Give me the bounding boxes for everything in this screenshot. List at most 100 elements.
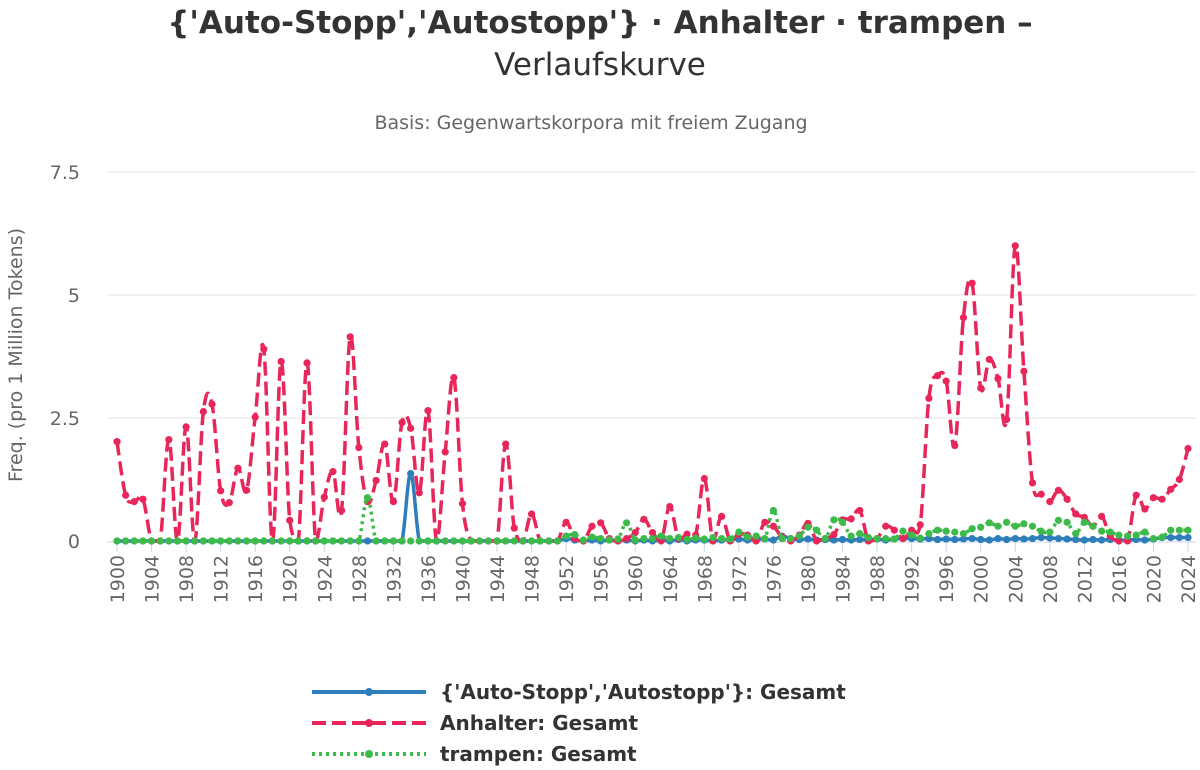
data-point[interactable]	[432, 537, 441, 545]
data-point[interactable]	[683, 530, 691, 538]
data-point[interactable]	[407, 470, 415, 478]
data-point[interactable]	[951, 441, 959, 450]
data-point[interactable]	[899, 534, 907, 543]
data-point[interactable]	[260, 345, 268, 353]
data-point[interactable]	[1011, 522, 1019, 530]
data-point[interactable]	[942, 527, 950, 535]
data-point[interactable]	[1072, 530, 1080, 538]
data-point[interactable]	[182, 537, 190, 545]
data-point[interactable]	[553, 537, 562, 545]
data-point[interactable]	[407, 424, 415, 432]
data-point[interactable]	[1020, 367, 1028, 375]
data-point[interactable]	[191, 537, 199, 545]
data-point[interactable]	[312, 537, 320, 545]
data-point[interactable]	[320, 537, 328, 545]
data-point[interactable]	[856, 530, 864, 538]
data-point[interactable]	[1020, 535, 1028, 543]
data-point[interactable]	[640, 515, 648, 523]
data-point[interactable]	[726, 535, 734, 543]
data-point[interactable]	[251, 413, 259, 421]
data-point[interactable]	[700, 474, 708, 483]
data-point[interactable]	[933, 372, 942, 380]
data-point[interactable]	[441, 448, 449, 456]
data-point[interactable]	[631, 536, 639, 544]
data-point[interactable]	[622, 519, 631, 527]
data-point[interactable]	[147, 537, 156, 545]
data-point[interactable]	[942, 377, 950, 385]
data-point[interactable]	[847, 532, 855, 540]
data-point[interactable]	[873, 534, 881, 543]
data-point[interactable]	[1003, 518, 1011, 526]
data-point[interactable]	[579, 536, 588, 544]
data-point[interactable]	[545, 537, 553, 545]
data-point[interactable]	[752, 532, 760, 540]
data-point[interactable]	[1115, 531, 1123, 539]
data-point[interactable]	[1046, 528, 1054, 536]
data-point[interactable]	[1037, 527, 1045, 535]
data-point[interactable]	[363, 494, 372, 502]
data-point[interactable]	[398, 537, 406, 545]
data-point[interactable]	[994, 375, 1002, 383]
data-point[interactable]	[303, 537, 311, 545]
data-point[interactable]	[458, 537, 467, 545]
data-point[interactable]	[208, 537, 216, 545]
data-point[interactable]	[951, 535, 959, 544]
data-point[interactable]	[1054, 516, 1063, 524]
data-point[interactable]	[959, 530, 968, 538]
data-point[interactable]	[977, 523, 985, 531]
data-point[interactable]	[1158, 495, 1166, 503]
data-point[interactable]	[847, 515, 855, 523]
data-point[interactable]	[337, 537, 346, 545]
data-point[interactable]	[372, 476, 380, 485]
data-point[interactable]	[165, 436, 173, 444]
data-point[interactable]	[959, 535, 968, 543]
data-point[interactable]	[968, 534, 976, 543]
data-point[interactable]	[381, 440, 389, 448]
data-point[interactable]	[260, 537, 268, 545]
data-point[interactable]	[1175, 533, 1183, 542]
data-point[interactable]	[821, 534, 829, 543]
data-point[interactable]	[968, 525, 976, 533]
data-point[interactable]	[329, 468, 337, 476]
data-point[interactable]	[277, 537, 285, 545]
data-point[interactable]	[268, 537, 277, 545]
data-point[interactable]	[804, 535, 812, 543]
data-point[interactable]	[778, 534, 786, 543]
data-point[interactable]	[977, 384, 985, 392]
data-point[interactable]	[294, 537, 302, 545]
data-point[interactable]	[1098, 512, 1106, 521]
data-point[interactable]	[217, 487, 225, 495]
data-point[interactable]	[856, 506, 864, 515]
data-point[interactable]	[968, 279, 976, 287]
data-point[interactable]	[1020, 520, 1028, 528]
data-point[interactable]	[303, 359, 311, 367]
data-point[interactable]	[916, 534, 924, 542]
data-point[interactable]	[234, 537, 242, 545]
data-point[interactable]	[933, 526, 942, 534]
data-point[interactable]	[830, 516, 838, 524]
data-point[interactable]	[692, 534, 700, 542]
data-point[interactable]	[1028, 522, 1037, 530]
data-point[interactable]	[225, 499, 233, 507]
data-point[interactable]	[122, 491, 130, 499]
legend-item-autostopp[interactable]: {'Auto-Stopp','Autostopp'}: Gesamt	[310, 676, 846, 707]
data-point[interactable]	[156, 537, 164, 545]
data-point[interactable]	[787, 534, 795, 543]
data-point[interactable]	[398, 418, 406, 427]
data-point[interactable]	[890, 535, 898, 543]
data-point[interactable]	[994, 522, 1002, 530]
data-point[interactable]	[571, 531, 579, 539]
data-point[interactable]	[1149, 494, 1158, 502]
data-point[interactable]	[536, 537, 544, 545]
data-point[interactable]	[925, 394, 933, 402]
data-point[interactable]	[1098, 536, 1106, 544]
data-point[interactable]	[795, 532, 803, 540]
data-point[interactable]	[1184, 533, 1192, 542]
data-point[interactable]	[830, 531, 838, 539]
data-point[interactable]	[640, 534, 648, 543]
data-point[interactable]	[139, 537, 147, 545]
data-point[interactable]	[1054, 534, 1063, 543]
data-point[interactable]	[1003, 535, 1011, 544]
data-point[interactable]	[502, 440, 510, 448]
legend-item-anhalter[interactable]: Anhalter: Gesamt	[310, 707, 846, 738]
